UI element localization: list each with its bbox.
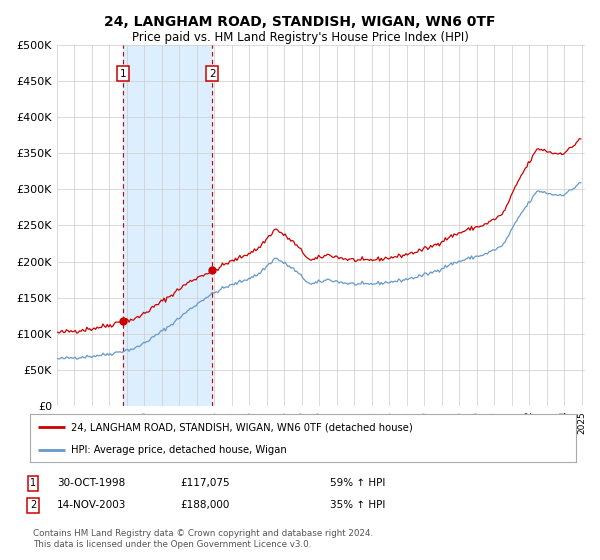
Text: 2: 2 xyxy=(209,69,215,79)
Text: £188,000: £188,000 xyxy=(180,500,229,510)
Text: 14-NOV-2003: 14-NOV-2003 xyxy=(57,500,127,510)
Text: 1: 1 xyxy=(30,478,36,488)
Text: 30-OCT-1998: 30-OCT-1998 xyxy=(57,478,125,488)
Text: 59% ↑ HPI: 59% ↑ HPI xyxy=(330,478,385,488)
Text: 24, LANGHAM ROAD, STANDISH, WIGAN, WN6 0TF (detached house): 24, LANGHAM ROAD, STANDISH, WIGAN, WN6 0… xyxy=(71,422,413,432)
Text: Contains HM Land Registry data © Crown copyright and database right 2024.
This d: Contains HM Land Registry data © Crown c… xyxy=(33,529,373,549)
Text: £117,075: £117,075 xyxy=(180,478,230,488)
Text: 35% ↑ HPI: 35% ↑ HPI xyxy=(330,500,385,510)
Text: Price paid vs. HM Land Registry's House Price Index (HPI): Price paid vs. HM Land Registry's House … xyxy=(131,31,469,44)
Text: HPI: Average price, detached house, Wigan: HPI: Average price, detached house, Wiga… xyxy=(71,445,287,455)
Text: 1: 1 xyxy=(120,69,127,79)
Text: 2: 2 xyxy=(30,500,36,510)
Bar xyxy=(123,45,212,406)
Text: 24, LANGHAM ROAD, STANDISH, WIGAN, WN6 0TF: 24, LANGHAM ROAD, STANDISH, WIGAN, WN6 0… xyxy=(104,15,496,29)
